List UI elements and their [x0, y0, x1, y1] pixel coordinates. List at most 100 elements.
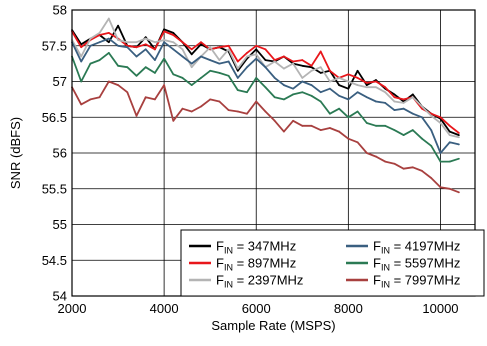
data-point [439, 122, 442, 124]
data-point [448, 130, 451, 133]
data-point [200, 105, 202, 108]
data-point [384, 124, 387, 127]
data-point [384, 91, 387, 94]
series-4197MHz [71, 37, 460, 154]
data-point [117, 44, 119, 47]
data-point [126, 44, 129, 47]
data-point [117, 24, 119, 27]
data-point [282, 130, 285, 133]
data-point [190, 110, 193, 113]
data-point [135, 114, 138, 117]
data-point [264, 48, 267, 51]
data-point [411, 129, 414, 132]
data-point [402, 102, 405, 104]
legend-subscript: IN [381, 263, 390, 273]
data-point [439, 160, 442, 163]
legend-f: F [373, 256, 381, 271]
data-point [163, 41, 166, 44]
data-point [329, 87, 331, 90]
data-point [439, 116, 442, 119]
data-point [200, 55, 202, 58]
legend-f: F [216, 273, 224, 288]
data-point [246, 91, 248, 94]
data-point [209, 59, 212, 61]
data-point [163, 84, 166, 86]
data-point [319, 100, 322, 103]
legend-subscript: IN [381, 246, 390, 256]
data-point [310, 69, 313, 72]
data-point [421, 105, 423, 108]
data-point [347, 116, 350, 119]
data-point [227, 60, 230, 63]
data-point [246, 66, 248, 69]
data-point [144, 48, 147, 51]
data-point [338, 130, 341, 133]
data-point [421, 116, 423, 119]
y-tick-label: 56.5 [42, 110, 67, 125]
data-point [135, 46, 138, 49]
data-point [356, 84, 359, 86]
data-point [448, 187, 451, 190]
data-point [227, 74, 230, 77]
data-point [218, 46, 221, 49]
data-point [411, 96, 414, 99]
legend-f: F [373, 239, 381, 254]
data-point [163, 28, 166, 31]
data-point [310, 66, 313, 69]
data-point [329, 112, 331, 115]
data-point [356, 77, 359, 79]
data-point [144, 66, 147, 69]
data-point [144, 96, 147, 99]
data-point [347, 80, 350, 83]
data-point [273, 96, 276, 99]
legend-subscript: IN [224, 246, 233, 256]
data-point [227, 44, 230, 47]
data-point [457, 132, 460, 134]
y-tick-label: 58 [53, 3, 67, 18]
data-point [154, 48, 156, 51]
legend-f: F [216, 239, 224, 254]
data-point [411, 93, 414, 96]
x-tick-label: 6000 [242, 301, 271, 316]
x-tick-label: 2000 [58, 301, 87, 316]
data-point [375, 124, 377, 127]
data-point [117, 39, 119, 41]
legend-label: FIN = 897MHz [216, 256, 296, 273]
data-point [218, 62, 221, 65]
data-point [393, 93, 396, 96]
data-point [135, 41, 138, 44]
data-point [126, 46, 129, 49]
data-point [89, 98, 92, 101]
data-point [126, 41, 129, 44]
y-tick-label: 54 [53, 289, 67, 304]
data-point [227, 109, 230, 111]
data-point [246, 112, 248, 115]
data-point [89, 37, 92, 40]
data-point [227, 48, 230, 51]
data-point [236, 67, 239, 70]
y-tick-label: 55 [53, 217, 67, 232]
legend-equals: = [390, 239, 405, 254]
data-point [190, 62, 193, 65]
data-point [209, 69, 212, 72]
data-point [107, 52, 110, 54]
data-point [209, 98, 212, 101]
data-point [236, 110, 239, 113]
data-point [126, 91, 129, 94]
data-point [98, 31, 101, 34]
data-point [457, 134, 460, 137]
data-point [301, 77, 304, 79]
legend-label: FIN = 347MHz [216, 239, 296, 256]
legend-item: FIN = 5597MHz [346, 256, 460, 273]
legend-f: F [216, 256, 224, 271]
data-point [190, 48, 193, 51]
data-point [154, 41, 156, 44]
data-point [181, 41, 184, 44]
legend-subscript: IN [381, 280, 390, 290]
data-point [430, 144, 433, 147]
data-point [273, 77, 276, 79]
legend-series-name: 5597MHz [405, 256, 461, 271]
data-point [209, 46, 212, 49]
data-point [255, 53, 258, 56]
